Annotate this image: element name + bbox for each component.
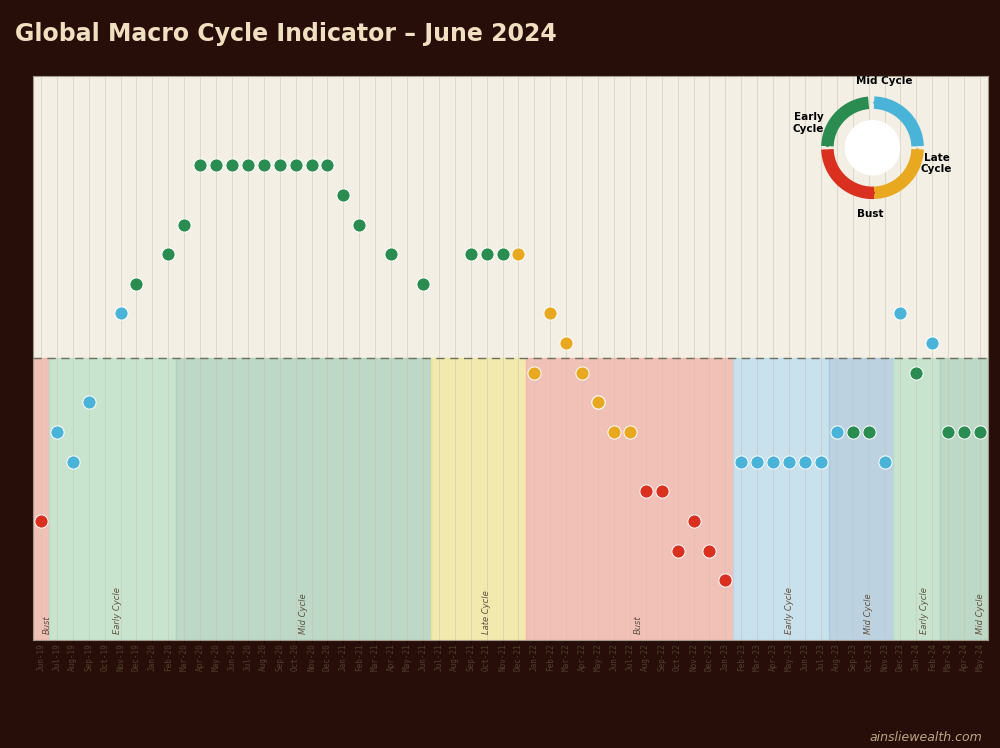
Point [192,159,208,171]
Point [622,426,638,438]
Point [81,396,97,408]
Point [654,485,670,497]
Text: Bust: Bust [633,615,642,634]
Point [415,278,431,289]
Point [256,159,272,171]
Point [319,159,335,171]
Point [717,574,733,586]
Point [813,456,829,468]
Bar [49,358,176,640]
Point [892,307,908,319]
Point [845,426,861,438]
Text: Mid Cycle: Mid Cycle [864,593,873,634]
Bar [733,358,829,640]
Point [176,218,192,230]
Text: Late
Cycle: Late Cycle [921,153,952,174]
Point [240,159,256,171]
Text: Mid Cycle: Mid Cycle [856,76,912,86]
Point [383,248,399,260]
Text: Bust: Bust [43,615,52,634]
Text: Early Cycle: Early Cycle [113,586,122,634]
Point [479,248,495,260]
Point [686,515,702,527]
Point [590,396,606,408]
Point [558,337,574,349]
Text: Mid Cycle: Mid Cycle [976,593,985,634]
Point [829,426,845,438]
Point [988,426,1000,438]
Point [288,159,304,171]
Point [908,367,924,378]
Bar [893,358,940,640]
Text: Early Cycle: Early Cycle [920,586,929,634]
Text: Mid Cycle: Mid Cycle [299,593,308,634]
Bar [176,358,431,640]
Point [463,248,479,260]
Point [335,189,351,201]
Point [351,218,367,230]
Point [924,337,940,349]
Text: ainsliewealth.com: ainsliewealth.com [869,731,982,744]
Point [749,456,765,468]
Point [606,426,622,438]
Point [272,159,288,171]
Point [590,396,606,408]
Text: Early Cycle: Early Cycle [785,586,794,634]
Text: Global Macro Cycle Indicator – June 2024: Global Macro Cycle Indicator – June 2024 [15,22,557,46]
Point [940,426,956,438]
Point [526,367,542,378]
Point [49,426,65,438]
Point [65,456,81,468]
Point [733,456,749,468]
Point [113,307,129,319]
Point [972,426,988,438]
Point [765,456,781,468]
Circle shape [845,120,900,175]
Point [701,545,717,557]
Point [877,456,893,468]
Point [128,278,144,289]
Text: Late Cycle: Late Cycle [482,590,491,634]
Point [495,248,511,260]
Point [542,307,558,319]
Point [638,485,654,497]
Bar [526,358,733,640]
Text: Early
Cycle: Early Cycle [793,112,824,134]
Text: Bust: Bust [857,209,883,219]
Point [510,248,526,260]
Bar [431,358,526,640]
Bar [33,358,49,640]
Point [574,367,590,378]
Point [956,426,972,438]
Point [224,159,240,171]
Bar [940,358,1000,640]
Point [781,456,797,468]
Point [670,545,686,557]
Bar [829,358,893,640]
Point [797,456,813,468]
Point [33,515,49,527]
Point [208,159,224,171]
Point [861,426,877,438]
Point [304,159,320,171]
Point [160,248,176,260]
